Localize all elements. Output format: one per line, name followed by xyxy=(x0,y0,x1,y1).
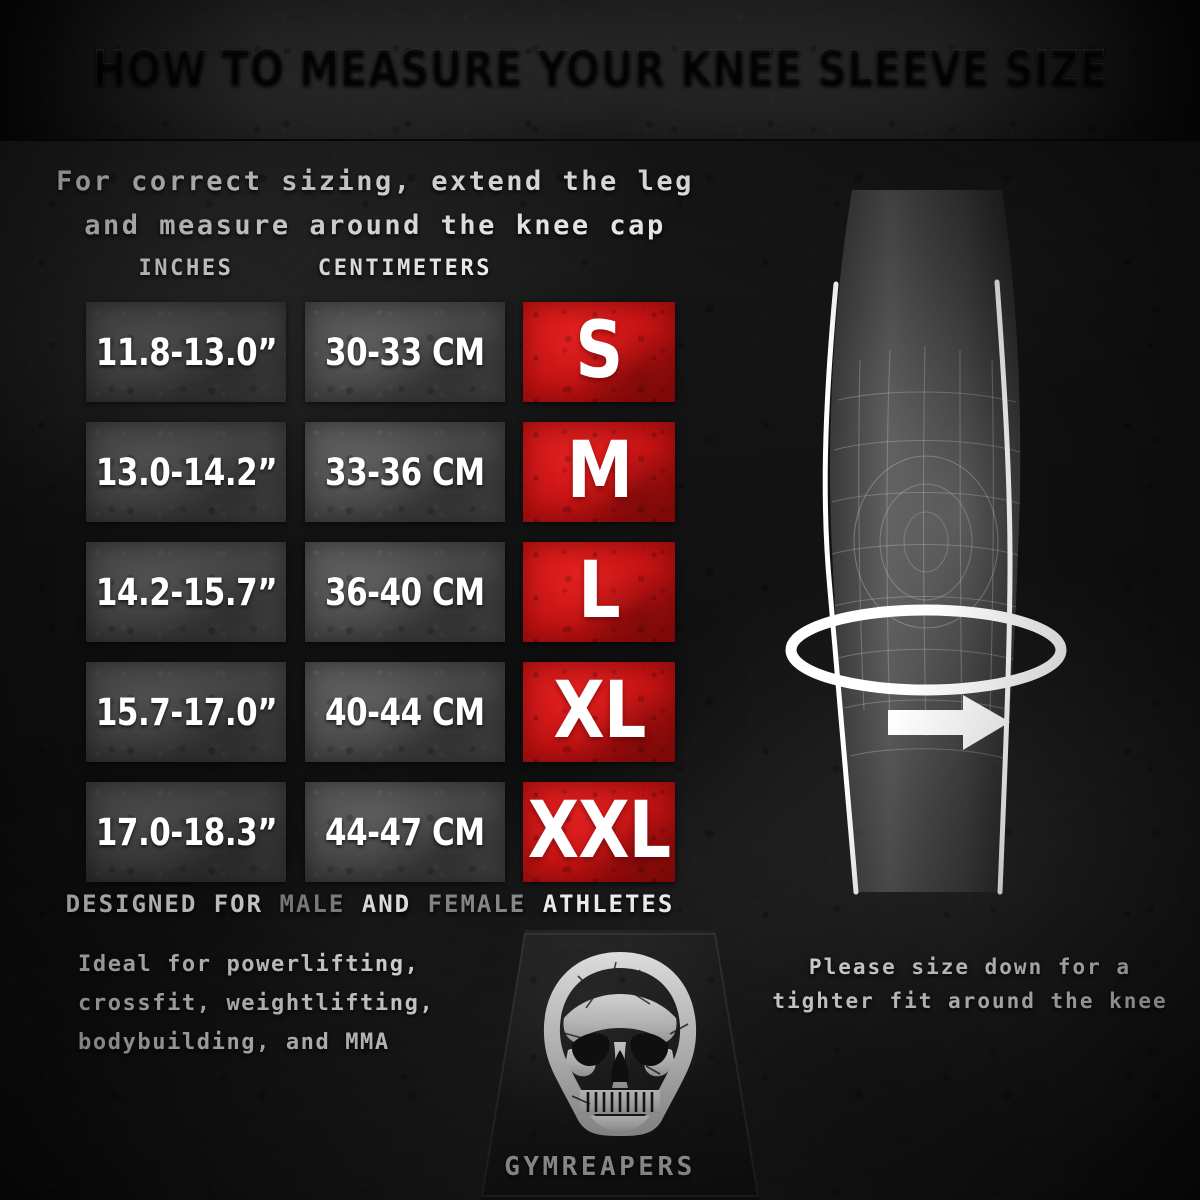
cell-value-size: XXL xyxy=(527,786,671,877)
cell-value-centimeters: 33-36 CM xyxy=(325,450,485,494)
cell-value-size: S xyxy=(575,306,623,397)
cell-value-centimeters: 36-40 CM xyxy=(325,570,485,614)
cell-value-inches: 14.2-15.7” xyxy=(95,570,277,614)
cell-value-inches: 11.8-13.0” xyxy=(95,330,277,374)
cell-value-centimeters: 40-44 CM xyxy=(325,690,485,734)
table-cell-size: XXL xyxy=(523,782,675,882)
cell-value-centimeters: 30-33 CM xyxy=(325,330,485,374)
cell-value-inches: 13.0-14.2” xyxy=(95,450,277,494)
cell-value-size: M xyxy=(566,426,632,517)
cell-value-centimeters: 44-47 CM xyxy=(325,810,485,854)
cell-value-size: L xyxy=(578,546,620,637)
cell-value-inches: 17.0-18.3” xyxy=(95,810,277,854)
cell-value-inches: 15.7-17.0” xyxy=(95,690,277,734)
cell-value-size: XL xyxy=(552,666,646,757)
